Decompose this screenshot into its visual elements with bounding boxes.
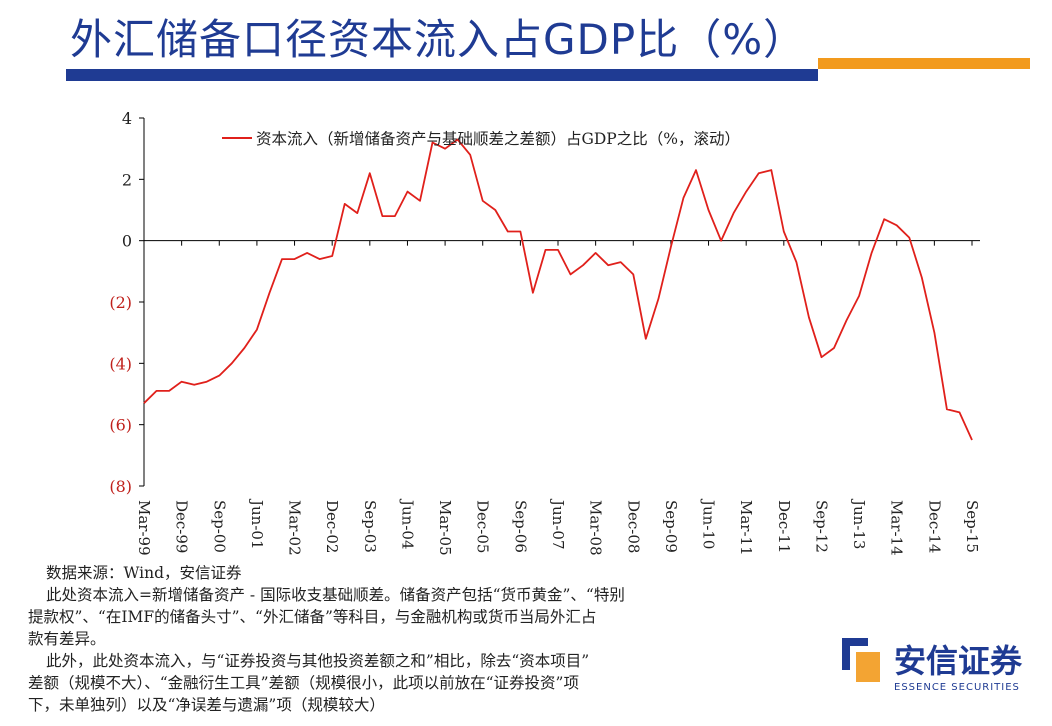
note-line-2: 提款权”、“在IMF的储备头寸”、“外汇储备”等科目，与金融机构或货币当局外汇占	[28, 608, 597, 626]
y-tick-label: 2	[122, 170, 132, 189]
x-tick-label: Sep-09	[662, 500, 680, 553]
x-tick-label: Mar-02	[286, 500, 304, 556]
footnotes: 数据来源：Wind，安信证券 此处资本流入=新增储备资产 - 国际收支基础顺差。…	[28, 562, 828, 716]
x-tick-label: Jun-10	[700, 498, 718, 550]
x-tick-label: Dec-05	[474, 500, 492, 553]
page-title: 外汇储备口径资本流入占GDP比（%）	[70, 15, 807, 64]
x-tick-label: Sep-06	[511, 500, 529, 553]
logo-mark-icon	[842, 638, 880, 682]
x-tick-label: Sep-12	[812, 500, 830, 553]
x-tick-label: Mar-11	[737, 500, 755, 556]
x-tick-label: Jun-13	[850, 498, 868, 550]
chart-axes	[143, 118, 980, 486]
note-line-6: 下，未单独列）以及“净误差与遗漏”项（规模较大）	[28, 696, 385, 714]
company-logo: 安信证券 ESSENCE SECURITIES	[842, 630, 1032, 710]
x-tick-label: Jun-01	[248, 498, 266, 550]
y-tick-label: (6)	[109, 416, 132, 435]
y-tick-label: 4	[122, 109, 132, 128]
x-tick-label: Dec-08	[624, 500, 642, 553]
x-axis-ticks: Mar-99 Dec-99 Sep-00 Jun-01 Mar-02 Dec-02 Sep-…	[135, 240, 981, 556]
x-tick-label: Dec-14	[925, 500, 943, 553]
y-tick-label: (2)	[109, 293, 132, 312]
x-tick-label: Mar-05	[436, 500, 454, 556]
x-tick-label: Dec-99	[173, 500, 191, 553]
x-tick-label: Mar-99	[135, 500, 153, 556]
title-underline-orange	[818, 58, 1030, 69]
note-line-1: 此处资本流入=新增储备资产 - 国际收支基础顺差。储备资产包括“货币黄金”、“特…	[46, 586, 625, 604]
x-tick-label: Sep-03	[361, 500, 379, 553]
x-tick-label: Sep-15	[963, 500, 981, 553]
y-tick-label: 0	[122, 232, 132, 251]
x-tick-label: Mar-14	[888, 500, 906, 556]
legend-label: 资本流入（新增储备资产与基础顺差之差额）占GDP之比（%，滚动）	[256, 130, 740, 148]
y-tick-label: (4)	[109, 354, 132, 373]
series-line	[143, 138, 973, 441]
y-tick-label: (8)	[109, 477, 132, 496]
source-note: 数据来源：Wind，安信证券	[46, 564, 242, 582]
note-line-5: 差额（规模不大）、“金融衍生工具”差额（规模很小，此项以前放在“证券投资”项	[28, 674, 579, 692]
y-axis-ticks: 4 2 0 (2) (4) (6) (8)	[109, 109, 144, 496]
chart-legend: 资本流入（新增储备资产与基础顺差之差额）占GDP之比（%，滚动）	[222, 130, 740, 148]
x-tick-label: Dec-11	[775, 500, 793, 553]
logo-subtitle: ESSENCE SECURITIES	[894, 682, 1020, 693]
chart-series	[143, 138, 973, 441]
line-chart: 4 2 0 (2) (4) (6) (8) Mar-99 Dec-99 Sep-00 Jun-01…	[109, 109, 981, 556]
x-tick-label: Sep-00	[210, 500, 228, 553]
x-tick-label: Jun-07	[549, 498, 567, 550]
title-underline-blue	[66, 69, 818, 81]
x-tick-label: Jun-04	[398, 498, 416, 550]
x-tick-label: Dec-02	[323, 500, 341, 553]
x-tick-label: Mar-08	[587, 500, 605, 556]
note-line-3: 款有差异。	[28, 630, 106, 648]
note-line-4: 此外，此处资本流入，与“证券投资与其他投资差额之和”相比，除去“资本项目”	[46, 652, 590, 670]
logo-name: 安信证券	[894, 642, 1023, 680]
